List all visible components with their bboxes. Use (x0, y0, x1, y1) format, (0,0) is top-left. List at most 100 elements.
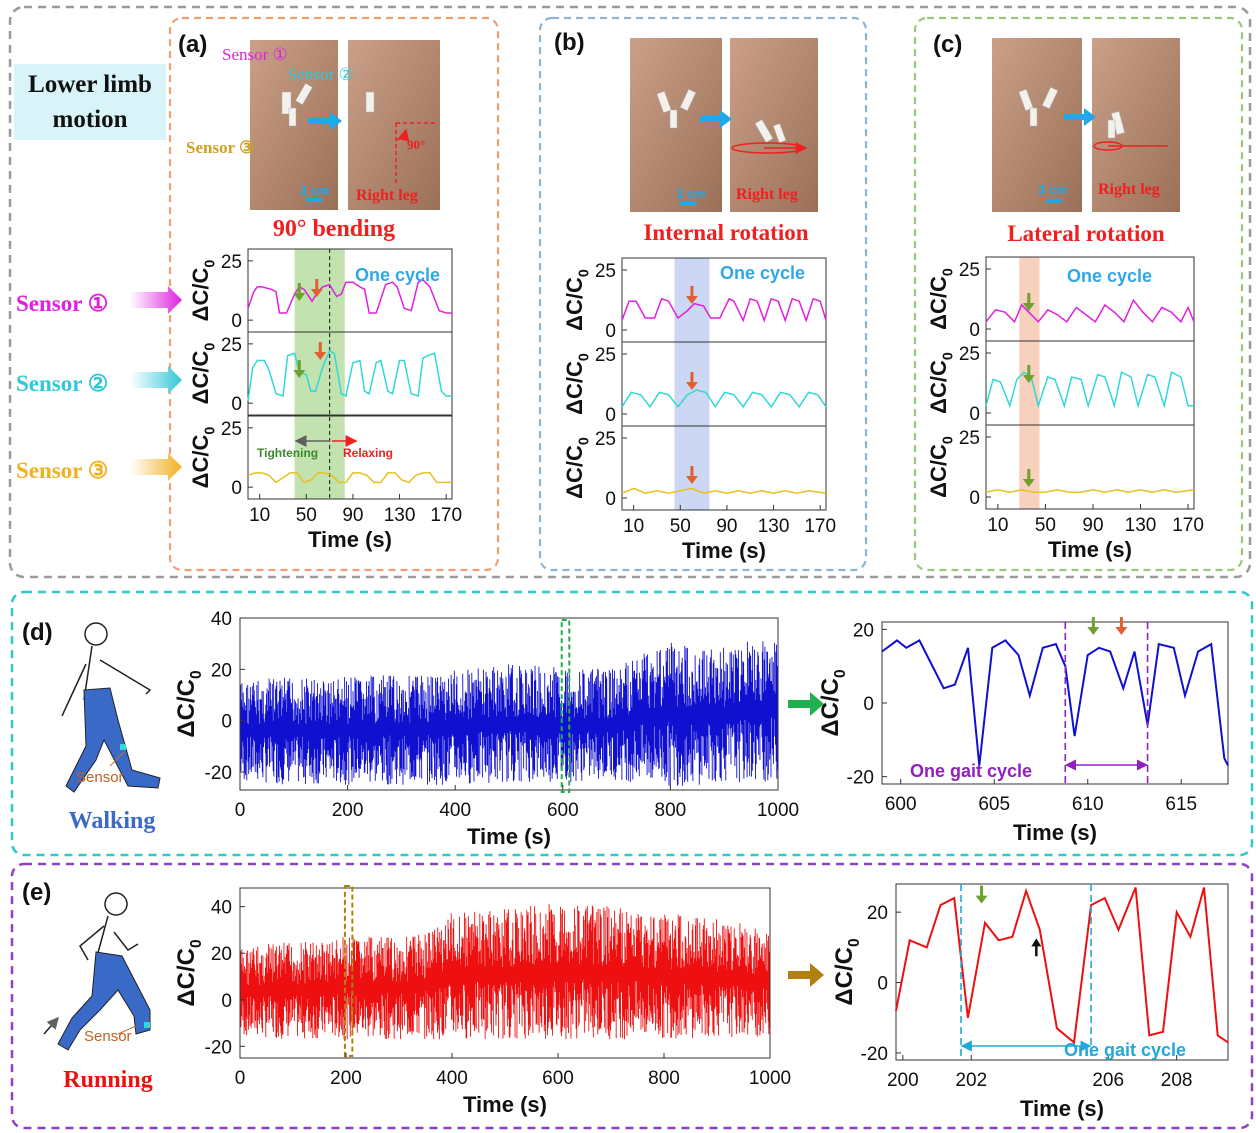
y-axis-label: ΔC/C0 (188, 260, 219, 322)
panel-b-letter: (b) (554, 29, 585, 56)
highlight-band (1019, 257, 1040, 509)
sensor3-arrow-icon (130, 453, 182, 481)
series-line (985, 371, 1194, 409)
x-axis-label: Time (s) (308, 527, 392, 552)
y-tick-label: 0 (969, 488, 980, 509)
x-tick-label: 610 (1072, 794, 1104, 815)
y-tick-label: 0 (969, 404, 980, 425)
x-tick-label: 10 (249, 505, 270, 526)
x-tick-label: 90 (342, 505, 363, 526)
y-tick-label: 0 (221, 991, 232, 1012)
y-tick-label: 20 (853, 620, 874, 641)
y-axis-label-sub: 0 (188, 939, 205, 948)
marker-arrow-head (685, 296, 698, 304)
y-axis-label: ΔC/C0 (562, 353, 593, 415)
marker-arrow-head (1022, 303, 1035, 311)
x-tick-label: 170 (430, 505, 462, 526)
photo-a-sensor3: Sensor ③ (186, 138, 254, 157)
y-tick-label: 0 (231, 311, 242, 332)
x-tick-label: 170 (804, 516, 836, 537)
series-line (621, 487, 827, 494)
x-tick-label: 600 (542, 1068, 574, 1089)
y-tick-label: 0 (877, 974, 888, 995)
y-axis-label-main: ΔC/C (562, 277, 587, 331)
photo-a-angle: 90° (407, 137, 425, 152)
subplot-frame (985, 340, 1195, 426)
y-axis-label-main: ΔC/C (817, 678, 844, 737)
series-line (621, 297, 827, 323)
y-tick-label: 0 (231, 478, 242, 499)
y-tick-label: -20 (847, 768, 874, 789)
x-tick-label: 200 (332, 800, 364, 821)
walking-figure (61, 622, 161, 793)
x-tick-label: 400 (436, 1068, 468, 1089)
zoom-e-arrow-icon (788, 963, 824, 987)
photo-b-leg: Right leg (736, 186, 798, 203)
chart-e-gait-label: One gait cycle (1064, 1040, 1186, 1060)
sensor2-label: Sensor ② (16, 371, 108, 396)
marker-arrow-head (1022, 479, 1035, 487)
photo-b-scale: 3 cm (676, 186, 706, 201)
panel-c-title: Lateral rotation (1007, 221, 1165, 246)
y-tick-label: 0 (605, 405, 616, 426)
y-axis-label-sub: 0 (846, 938, 863, 947)
x-axis-label: Time (s) (463, 1092, 547, 1117)
y-axis-label: ΔC/C0 (831, 938, 863, 1006)
plot-frame (881, 621, 1229, 785)
series-line (239, 904, 771, 1040)
y-axis-label-sub: 0 (203, 343, 219, 351)
y-axis-label-main: ΔC/C (562, 361, 587, 415)
series-line (985, 298, 1195, 324)
chart-a-relaxing: Relaxing (343, 446, 393, 460)
y-axis-label-main: ΔC/C (926, 276, 951, 330)
y-axis-label: ΔC/C0 (562, 437, 593, 499)
chart-a-one-cycle: One cycle (355, 265, 440, 285)
x-axis-label: Time (s) (1048, 537, 1132, 562)
x-tick-label: 208 (1161, 1070, 1193, 1091)
x-tick-label: 130 (1125, 515, 1157, 536)
x-tick-label: 200 (887, 1070, 919, 1091)
panel-b-frame (538, 16, 868, 572)
x-tick-label: 10 (987, 515, 1008, 536)
walking-sensor-label: Sensor (76, 769, 124, 786)
plot-frame (239, 617, 779, 791)
y-tick-label: 25 (221, 252, 242, 273)
y-tick-label: 25 (595, 261, 616, 282)
y-axis-label: ΔC/C0 (926, 268, 957, 330)
y-axis-label-main: ΔC/C (831, 947, 858, 1006)
subplot-frame (247, 248, 453, 333)
panel-d-letter: (d) (22, 619, 53, 646)
plot-frame (895, 883, 1229, 1061)
running-label: Running (63, 1067, 152, 1093)
x-tick-label: 1000 (757, 800, 799, 821)
upper-frame (8, 5, 1252, 579)
series-line (881, 639, 1229, 767)
x-tick-label: 0 (235, 800, 246, 821)
y-axis-label-main: ΔC/C (926, 444, 951, 498)
photo-c-leg: Right leg (1098, 181, 1160, 198)
y-axis-label-main: ΔC/C (173, 948, 200, 1007)
chart-b-one-cycle: One cycle (720, 263, 805, 283)
x-axis-label: Time (s) (1013, 820, 1097, 845)
y-tick-label: 0 (221, 712, 232, 733)
x-tick-label: 10 (623, 516, 644, 537)
y-tick-label: 25 (959, 260, 980, 281)
y-tick-label: 25 (595, 429, 616, 450)
marker-arrow-head (1087, 627, 1100, 636)
y-tick-label: 20 (211, 944, 232, 965)
subplot-frame (985, 424, 1195, 510)
zoom-window (560, 619, 571, 793)
y-tick-label: 25 (221, 419, 242, 440)
subplot-frame (247, 331, 453, 416)
series-line (247, 278, 452, 314)
panel-c-letter: (c) (933, 31, 962, 58)
marker-arrow-head (1115, 627, 1128, 636)
y-axis-label: ΔC/C0 (926, 352, 957, 414)
marker-arrow-head (685, 476, 698, 484)
y-axis-label-sub: 0 (577, 353, 593, 361)
title-box (14, 64, 166, 140)
